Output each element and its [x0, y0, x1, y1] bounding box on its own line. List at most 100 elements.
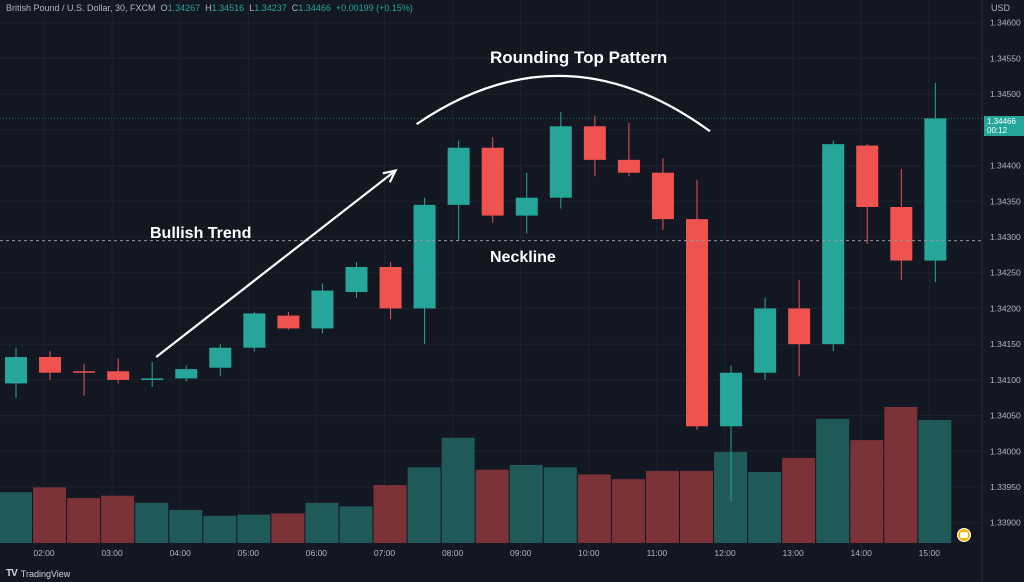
time-tick-label: 14:00 [851, 548, 873, 558]
price-tick-label: 1.33900 [990, 518, 1021, 528]
time-tick-label: 07:00 [374, 548, 396, 558]
close-value: 1.34466 [298, 3, 331, 13]
volume-bar [203, 515, 237, 543]
candle-body [583, 126, 606, 160]
volume-bar [850, 440, 884, 543]
volume-bar [271, 513, 305, 543]
price-tick-label: 1.33950 [990, 482, 1021, 492]
symbol-header: British Pound / U.S. Dollar, 30, FXCM O1… [6, 3, 413, 13]
volume-bar [441, 437, 475, 543]
symbol-name: British Pound / U.S. Dollar, 30, FXCM [6, 3, 156, 13]
candle-body [686, 219, 708, 427]
overlay-lines [0, 74, 982, 358]
volume-bar [543, 467, 577, 543]
price-axis: 1.33900 1.33950 1.34000 1.34050 1.34100 1.341… [990, 18, 1021, 528]
candle-body [549, 126, 572, 198]
volume-bar [509, 464, 543, 543]
time-tick-label: 05:00 [238, 548, 260, 558]
candle-body [107, 371, 130, 380]
volume-bar [67, 498, 101, 543]
low-label: L [249, 3, 255, 13]
neckline-label: Neckline [490, 249, 556, 266]
trend-arrow-head [382, 169, 398, 183]
candle-body [243, 313, 266, 348]
candle-body [720, 372, 743, 427]
currency-label: USD [990, 3, 1010, 13]
tradingview-branding[interactable]: TV TradingView [6, 568, 70, 579]
last-price-value: 1.34466 [987, 117, 1016, 126]
time-tick-label: 15:00 [919, 548, 941, 558]
time-tick-label: 02:00 [33, 548, 55, 558]
rounding-top-label: Rounding Top Pattern [490, 48, 668, 67]
volume-bar [645, 470, 679, 543]
candle-body [379, 267, 402, 309]
price-tick-label: 1.34000 [990, 446, 1021, 456]
volume-bar [680, 470, 713, 543]
candle-body [209, 347, 232, 368]
volume-bar [918, 420, 952, 543]
time-tick-label: 11:00 [647, 548, 668, 558]
volume-bar [169, 509, 203, 543]
volume-bar [577, 474, 611, 543]
price-tick-label: 1.34150 [990, 339, 1021, 349]
candle-body [141, 378, 164, 380]
volume-bar [237, 514, 271, 543]
candle-body [754, 308, 777, 373]
volume-bar [748, 472, 782, 543]
price-tick-label: 1.34250 [990, 268, 1021, 278]
candle-body [822, 144, 845, 345]
high-value: 1.34516 [211, 3, 245, 13]
price-tick-label: 1.34100 [990, 375, 1021, 385]
open-value: 1.34267 [167, 3, 201, 13]
trend-arrow-line [155, 169, 397, 358]
time-tick-label: 03:00 [101, 548, 123, 558]
volume-bar [101, 495, 135, 543]
volume-bar [884, 407, 918, 543]
tradingview-logo-icon: TV [6, 568, 18, 579]
bullish-trend-label: Bullish Trend [150, 225, 252, 242]
bar-countdown: 00:12 [987, 126, 1008, 135]
candle-body [481, 147, 504, 216]
candle-body [856, 145, 879, 207]
candle-body [175, 369, 198, 379]
volume-bar [373, 485, 407, 543]
volume-bar [782, 457, 816, 543]
volume-bar [611, 479, 645, 543]
grid [0, 0, 983, 582]
us-flag-icon[interactable] [957, 528, 971, 542]
volume-bar [0, 492, 32, 543]
open-label: O [160, 3, 168, 13]
time-tick-label: 08:00 [442, 548, 464, 558]
time-tick-label: 10:00 [578, 548, 600, 558]
candle-body [311, 290, 334, 329]
volume-bars [0, 407, 952, 543]
time-tick-label: 04:00 [170, 548, 192, 558]
brand-name: TradingView [20, 568, 71, 579]
candles [5, 82, 947, 502]
candle-body [73, 371, 96, 373]
close-label: C [291, 3, 299, 13]
volume-bar [407, 467, 441, 543]
time-tick-label: 13:00 [782, 548, 804, 558]
high-label: H [205, 3, 212, 13]
volume-bar [305, 502, 339, 543]
volume-bar [33, 487, 67, 543]
candle-body [5, 357, 27, 384]
price-tick-label: 1.34300 [990, 232, 1021, 242]
time-tick-label: 06:00 [306, 548, 328, 558]
candle-body [924, 118, 947, 261]
candle-body [39, 357, 62, 373]
candle-body [515, 197, 538, 216]
candle-body [345, 267, 368, 292]
candle-body [788, 308, 811, 345]
candle-body [617, 159, 640, 173]
volume-bar [816, 418, 850, 543]
time-tick-label: 12:00 [714, 548, 736, 558]
price-tick-label: 1.34600 [990, 18, 1021, 28]
low-value: 1.34237 [254, 3, 287, 13]
time-axis: 02:00 03:00 04:00 05:00 06:00 07:00 08:00 09:00… [33, 548, 940, 558]
candle-body [890, 207, 913, 261]
price-tick-label: 1.34550 [990, 53, 1021, 63]
candle-body [651, 172, 674, 220]
